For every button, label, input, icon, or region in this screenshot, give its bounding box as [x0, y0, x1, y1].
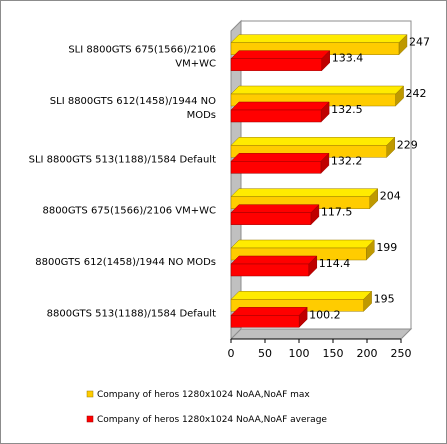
x-tick-label: 100 — [289, 347, 310, 360]
category-label-line: 8800GTS 612(1458)/1944 NO MODs — [35, 257, 216, 268]
bar — [230, 161, 322, 174]
category-label-line: 8800GTS 675(1566)/2106 VM+WC — [42, 206, 216, 217]
category-label: 8800GTS 675(1566)/2106 VM+WC — [42, 206, 216, 217]
category-label-line: SLI 8800GTS 513(1188)/1584 Default — [29, 154, 216, 165]
bar-top — [230, 101, 330, 111]
data-label: 133.4 — [332, 52, 364, 65]
data-label: 117.5 — [321, 206, 353, 219]
data-label: 132.2 — [331, 154, 363, 167]
legend-label: Company of heros 1280x1024 NoAA,NoAF max — [97, 390, 310, 400]
bar-top — [230, 291, 373, 300]
bar-top — [230, 153, 330, 162]
x-tick-label: 250 — [391, 347, 412, 360]
data-label: 247 — [409, 36, 430, 49]
data-label: 229 — [397, 138, 418, 151]
floor — [229, 328, 413, 340]
x-tick-label: 50 — [258, 347, 272, 360]
data-label: 204 — [380, 190, 401, 203]
x-tick-label: 150 — [323, 347, 344, 360]
x-tick-label: 0 — [228, 347, 235, 360]
category-label: 8800GTS 612(1458)/1944 NO MODs — [35, 257, 216, 268]
bar — [230, 58, 322, 71]
bar-top — [230, 307, 308, 316]
x-tick-label: 200 — [357, 347, 378, 360]
data-labels: 247 133.4 242 132.5 229 132.2 204 117.5 199 114.4… — [309, 36, 430, 322]
category-label-line: SLI 8800GTS 675(1566)/2106 — [68, 45, 216, 56]
x-axis: 0 50 100 150 200 250 — [228, 338, 412, 360]
bar — [230, 315, 300, 328]
bar-top — [230, 188, 379, 197]
category-label-line: SLI 8800GTS 612(1458)/1944 NO — [50, 96, 216, 107]
category-label-line: VM+WC — [175, 59, 216, 70]
bar-top — [230, 204, 320, 213]
category-label: SLI 8800GTS 513(1188)/1584 Default — [29, 154, 216, 165]
legend-label: Company of heros 1280x1024 NoAA,NoAF ave… — [97, 415, 327, 425]
category-label: 8800GTS 513(1188)/1584 Default — [47, 308, 216, 319]
data-label: 100.2 — [309, 308, 341, 321]
category-label: SLI 8800GTS 612(1458)/1944 NO MODs — [50, 96, 216, 121]
category-label-line: 8800GTS 513(1188)/1584 Default — [47, 308, 216, 319]
data-label: 114.4 — [319, 257, 351, 270]
legend-swatch — [86, 390, 94, 398]
bar-top — [230, 50, 331, 59]
bar-top — [230, 239, 375, 249]
bar-top — [230, 34, 408, 43]
bar-top — [230, 85, 405, 95]
data-label: 242 — [406, 87, 427, 100]
data-label: 132.5 — [331, 103, 363, 116]
bars — [230, 34, 408, 328]
category-label-line: MODs — [187, 110, 216, 121]
bar — [230, 263, 310, 277]
bar — [230, 212, 312, 225]
bar-top — [230, 137, 396, 146]
legend: Company of heros 1280x1024 NoAA,NoAF max… — [86, 390, 327, 425]
data-label: 195 — [374, 292, 395, 305]
data-label: 199 — [376, 241, 397, 254]
bar — [230, 109, 322, 123]
category-label: SLI 8800GTS 675(1566)/2106 VM+WC — [68, 45, 216, 70]
bar-top — [230, 255, 318, 265]
legend-swatch — [86, 415, 94, 423]
